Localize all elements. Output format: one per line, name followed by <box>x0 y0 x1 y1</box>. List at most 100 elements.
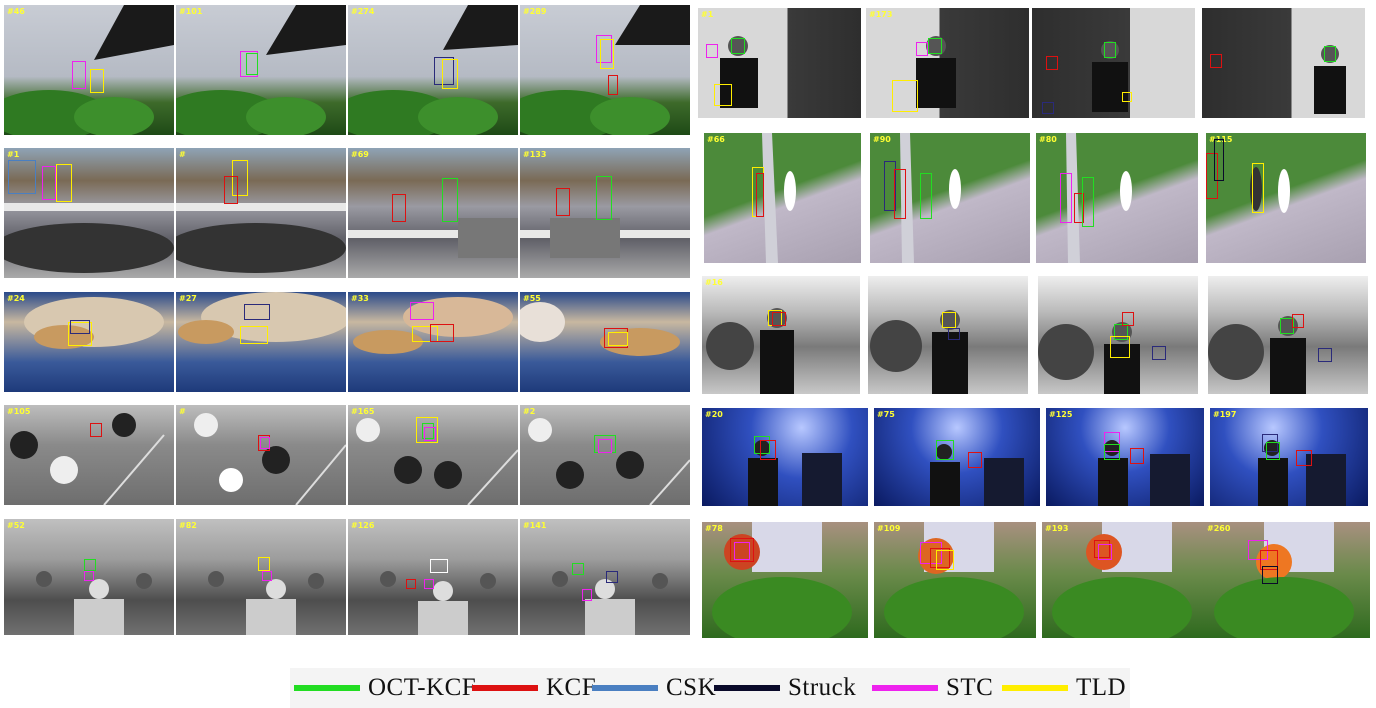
frame-number: #105 <box>7 407 31 416</box>
legend-label: KCF <box>546 674 597 701</box>
tracker-legend: OCT-KCF KCF CSK Struck STC TLD <box>290 668 1130 708</box>
scene-illustration <box>720 36 758 108</box>
legend-item-kcf: KCF <box>472 674 597 701</box>
frame-image: #260 <box>1204 522 1370 638</box>
scene-illustration <box>520 5 690 135</box>
frame-image <box>1032 8 1195 118</box>
tracking-box <box>916 42 928 56</box>
scene-illustration <box>348 218 518 258</box>
tracking-box <box>1152 346 1166 360</box>
frame-image: #289 <box>520 5 690 135</box>
frame-image: #1 <box>4 148 174 278</box>
tracking-box <box>416 417 438 443</box>
scene-illustration <box>348 5 518 135</box>
scene-illustration <box>1258 440 1346 506</box>
left-tracking-grid: #46 #101 #274 #289 #1 # #69 <box>4 5 692 637</box>
frame-number: #260 <box>1207 524 1231 533</box>
tracking-box <box>556 188 570 216</box>
scene-illustration <box>356 418 518 505</box>
frame-image: #46 <box>4 5 174 135</box>
scene-illustration <box>706 308 794 394</box>
frame-number: # <box>179 407 186 416</box>
tracking-box <box>942 312 956 328</box>
frame-image <box>1208 276 1368 394</box>
scene-illustration <box>208 571 324 635</box>
tracking-box <box>244 304 270 320</box>
tracking-box <box>948 328 960 340</box>
tracking-box <box>714 84 732 106</box>
tracking-box <box>1104 432 1120 452</box>
scene-illustration <box>1250 167 1290 213</box>
tracking-box <box>1130 448 1144 464</box>
legend-line-swatch <box>472 685 538 691</box>
tracking-box <box>422 423 434 439</box>
scene-illustration <box>24 297 164 349</box>
tracking-box <box>756 173 764 217</box>
frame-image <box>868 276 1028 394</box>
tracking-box <box>706 44 718 58</box>
legend-label: CSK <box>666 674 717 701</box>
tracking-box <box>606 571 618 583</box>
legend-item-stc: STC <box>872 674 993 701</box>
frame-number: #289 <box>523 7 547 16</box>
tracking-box <box>240 326 268 344</box>
tracking-box <box>424 579 434 589</box>
scene-illustration <box>870 310 968 394</box>
frame-number: #126 <box>351 521 375 530</box>
frame-image: #16 <box>702 276 860 394</box>
frame-image: #2 <box>520 405 690 505</box>
frame-image: #105 <box>4 405 174 505</box>
tracking-box <box>1104 42 1116 58</box>
legend-line-swatch <box>1002 685 1068 691</box>
tracking-box <box>1324 46 1336 62</box>
tracking-box <box>1252 163 1264 213</box>
frame-number: #165 <box>351 407 375 416</box>
tracking-box <box>1296 450 1312 466</box>
legend-label: Struck <box>788 674 857 701</box>
tracking-box <box>1260 550 1278 570</box>
tracking-box <box>1104 444 1120 460</box>
frame-number: #1 <box>701 10 714 19</box>
scene-illustration <box>36 571 152 635</box>
scene-illustration <box>176 5 346 135</box>
scene-illustration <box>176 203 346 273</box>
legend-label: TLD <box>1076 674 1127 701</box>
frame-number: #125 <box>1049 410 1073 419</box>
frame-number: #27 <box>179 294 197 303</box>
tracking-box <box>246 53 258 75</box>
tracking-box <box>1210 54 1222 68</box>
tracking-box <box>608 332 628 346</box>
frame-image <box>1202 8 1365 118</box>
frame-number: #55 <box>523 294 541 303</box>
tracking-box <box>596 35 612 63</box>
frame-number: #69 <box>351 150 369 159</box>
tracking-box <box>412 326 438 342</box>
scene-illustration <box>1314 45 1346 114</box>
legend-item-csk: CSK <box>592 674 717 701</box>
tracking-box <box>1094 540 1110 558</box>
tracking-box <box>442 59 458 89</box>
tracking-box <box>1266 442 1280 460</box>
frame-image: #55 <box>520 292 690 392</box>
scene-illustration <box>748 440 842 506</box>
legend-line-swatch <box>872 685 938 691</box>
scene-illustration <box>520 302 680 356</box>
frame-number: #78 <box>705 524 723 533</box>
scene-illustration <box>1052 522 1192 638</box>
tracking-box <box>70 320 90 334</box>
right-tracking-grid: #1 #173 #66 #90 #80 <box>698 8 1374 640</box>
frame-number: #33 <box>351 294 369 303</box>
frame-image: #90 <box>870 133 1030 263</box>
scene-illustration <box>520 218 690 258</box>
tracking-box <box>1214 139 1224 181</box>
tracking-box <box>760 440 776 460</box>
tracking-box <box>84 571 94 581</box>
frame-image: #82 <box>176 519 346 635</box>
tracking-box <box>928 38 942 54</box>
frame-image: #52 <box>4 519 174 635</box>
legend-item-struck: Struck <box>714 674 857 701</box>
tracking-box <box>884 161 896 211</box>
frame-image <box>1038 276 1198 394</box>
frame-image: #193 <box>1042 522 1204 638</box>
tracking-box <box>430 324 454 342</box>
